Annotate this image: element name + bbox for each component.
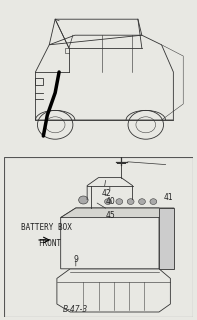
Text: 9: 9: [73, 255, 78, 265]
Circle shape: [116, 199, 123, 204]
Circle shape: [139, 199, 145, 204]
Text: 42: 42: [101, 189, 111, 198]
Text: BATTERY BOX: BATTERY BOX: [21, 223, 72, 232]
Circle shape: [79, 196, 88, 204]
Text: 41: 41: [164, 193, 173, 202]
Polygon shape: [61, 208, 159, 269]
Bar: [35, 78, 43, 85]
Text: 40: 40: [106, 197, 116, 206]
Text: B-47-3: B-47-3: [63, 305, 88, 314]
Text: FRONT: FRONT: [38, 239, 61, 248]
Polygon shape: [159, 208, 174, 269]
Circle shape: [105, 199, 111, 204]
Circle shape: [127, 199, 134, 204]
Polygon shape: [61, 208, 174, 218]
Circle shape: [150, 199, 157, 204]
Text: 45: 45: [106, 211, 116, 220]
